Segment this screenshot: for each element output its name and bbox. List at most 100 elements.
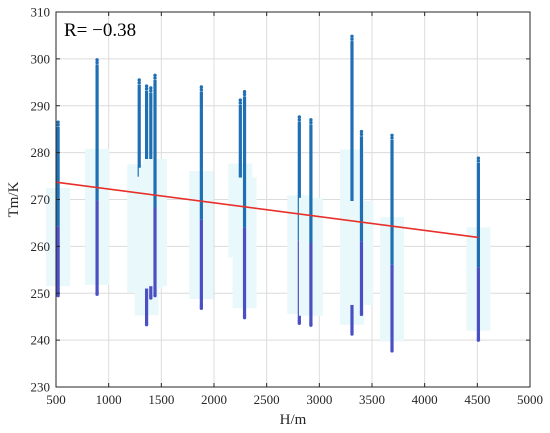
y-axis-label: Tm/K	[6, 181, 22, 217]
y-tick-label: 230	[31, 380, 51, 395]
data-point	[153, 76, 157, 80]
data-point	[242, 89, 247, 94]
dense-points-lower	[359, 241, 364, 312]
data-point	[199, 304, 204, 309]
dense-points-upper	[95, 64, 99, 201]
dense-points-upper	[137, 84, 141, 213]
data-point	[95, 290, 99, 295]
data-point	[350, 34, 354, 39]
data-point	[390, 347, 394, 351]
data-point	[297, 115, 302, 119]
x-tick-label: 3500	[359, 392, 385, 407]
data-point	[153, 73, 157, 77]
dense-points-upper	[153, 79, 157, 208]
data-point	[56, 123, 60, 127]
y-tick-labels: 230 240 250 260 270 280 290 300 310	[31, 5, 51, 395]
data-point	[390, 136, 394, 140]
data-point	[149, 294, 153, 298]
station-column	[298, 118, 323, 327]
data-point	[350, 37, 354, 41]
data-point	[309, 118, 313, 122]
x-tick-label: 5000	[517, 392, 543, 407]
data-point	[359, 132, 364, 137]
x-tick-label: 1500	[148, 392, 174, 407]
data-point	[242, 92, 247, 97]
data-point	[476, 156, 481, 160]
data-point	[95, 60, 99, 65]
y-tick-label: 250	[31, 286, 51, 301]
x-tick-label: 500	[46, 392, 66, 407]
data-point	[149, 86, 153, 90]
station-column	[46, 120, 71, 298]
correlation-annotation: R= −0.38	[64, 20, 136, 41]
x-tick-label: 2000	[201, 392, 227, 407]
x-tick-label: 4500	[464, 392, 490, 407]
station-column	[232, 89, 257, 320]
data-point	[242, 314, 247, 318]
data-point	[238, 98, 243, 102]
station-column	[380, 133, 405, 353]
data-point	[476, 159, 481, 163]
x-axis-label: H/m	[280, 412, 307, 428]
station-column	[85, 58, 110, 296]
dense-points-lower	[309, 243, 313, 323]
dense-points-lower	[56, 226, 60, 294]
dense-points-lower	[476, 267, 480, 338]
x-tick-labels: 500 1000 1500 2000 2500 3000 3500 4000 4500 5000	[46, 392, 543, 407]
dense-points-upper	[390, 139, 394, 265]
dense-points-upper	[149, 92, 153, 214]
y-tick-label: 260	[31, 239, 51, 254]
data-point	[359, 129, 364, 134]
station-column	[349, 129, 374, 317]
station-column	[143, 73, 168, 298]
data-point	[137, 78, 141, 82]
dense-points-lower	[153, 207, 157, 294]
data-point	[149, 89, 153, 93]
fit-line	[55, 181, 479, 239]
data-point	[56, 120, 60, 124]
dense-points-lower	[242, 227, 247, 316]
data-point	[199, 88, 204, 92]
y-tick-label: 300	[31, 51, 51, 66]
x-tick-label: 1000	[96, 392, 122, 407]
data-point	[297, 319, 302, 324]
data-point	[309, 321, 313, 325]
x-tick-label: 2500	[254, 392, 280, 407]
data-point	[390, 133, 394, 137]
dense-points-upper	[350, 41, 354, 215]
fit-line-group	[55, 181, 479, 239]
data-point	[95, 58, 99, 62]
station-column	[466, 156, 491, 342]
dense-points-upper	[238, 104, 242, 201]
data-point	[144, 84, 149, 88]
dense-points-lower	[390, 264, 394, 349]
dense-points-upper	[199, 91, 203, 220]
y-tick-label: 280	[31, 145, 51, 160]
data-points	[46, 34, 491, 353]
dense-points-upper	[56, 126, 60, 227]
dense-points-upper	[297, 121, 301, 241]
data-point	[359, 310, 364, 315]
x-tick-label: 3000	[306, 392, 332, 407]
y-tick-label: 240	[31, 333, 51, 348]
data-point	[350, 330, 354, 334]
plot-frame	[55, 11, 531, 388]
dense-points-upper	[309, 124, 313, 243]
dense-points-upper	[476, 162, 480, 268]
data-point	[153, 292, 157, 296]
x-tick-label: 4000	[412, 392, 438, 407]
dense-points-upper	[242, 96, 247, 228]
data-point	[144, 321, 149, 325]
dense-points-lower	[199, 219, 203, 306]
dense-points-upper	[359, 136, 364, 242]
y-tick-label: 270	[31, 192, 51, 207]
data-point	[476, 336, 481, 340]
data-point	[199, 85, 204, 89]
data-point	[144, 87, 149, 91]
data-point	[297, 118, 302, 122]
y-tick-label: 310	[31, 5, 51, 20]
y-tick-label: 290	[31, 98, 51, 113]
station-column	[189, 85, 214, 310]
data-point	[238, 101, 243, 105]
